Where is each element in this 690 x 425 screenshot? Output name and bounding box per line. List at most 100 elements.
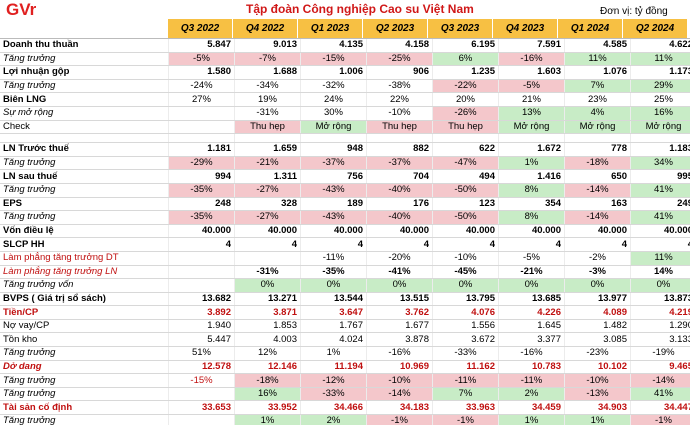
table-cell[interactable]: 1% — [300, 346, 367, 361]
table-cell[interactable]: -14% — [630, 373, 690, 388]
table-cell[interactable]: 650 — [564, 169, 631, 184]
table-cell[interactable]: 1.659 — [234, 142, 301, 157]
table-cell[interactable]: 1.076 — [564, 65, 631, 80]
table-cell[interactable]: -40% — [366, 210, 433, 225]
table-cell[interactable]: 1.482 — [564, 319, 631, 334]
table-cell[interactable]: 16% — [630, 106, 690, 121]
table-cell[interactable]: 19% — [234, 92, 301, 107]
table-cell[interactable]: 12.578 — [168, 360, 235, 375]
table-cell[interactable]: -10% — [564, 373, 631, 388]
table-cell[interactable]: -33% — [300, 387, 367, 402]
table-cell[interactable]: -14% — [564, 183, 631, 198]
table-cell[interactable]: 13.682 — [168, 292, 235, 307]
table-cell[interactable]: 4.219 — [630, 305, 690, 320]
table-cell[interactable]: 11.194 — [300, 360, 367, 375]
table-cell[interactable]: -7% — [234, 52, 301, 67]
table-cell[interactable]: 0% — [234, 278, 301, 293]
table-cell[interactable]: -29% — [168, 156, 235, 171]
table-cell[interactable]: 5.447 — [168, 332, 235, 348]
table-cell[interactable]: 12% — [234, 346, 301, 361]
table-cell[interactable]: 1.767 — [300, 319, 367, 334]
quarter-header-cell[interactable]: Q3 2023 — [428, 19, 493, 38]
row-label[interactable]: Tiền/CP — [0, 305, 169, 320]
table-cell[interactable] — [168, 387, 235, 402]
table-cell[interactable]: 25% — [630, 92, 690, 107]
table-cell[interactable] — [564, 133, 631, 144]
table-cell[interactable]: 6% — [432, 52, 499, 67]
table-cell[interactable]: Thu hẹp — [234, 120, 301, 135]
table-cell[interactable]: 248 — [168, 197, 235, 212]
table-cell[interactable]: 13% — [498, 106, 565, 121]
table-cell[interactable]: 40.000 — [498, 224, 565, 239]
row-label[interactable]: Doanh thu thuần — [0, 39, 169, 53]
table-cell[interactable]: 29% — [630, 79, 690, 94]
table-cell[interactable]: 4.226 — [498, 305, 565, 320]
quarter-header-cell[interactable]: Q4 2022 — [233, 19, 298, 38]
table-cell[interactable]: -1% — [432, 414, 499, 425]
table-cell[interactable]: Mở rộng — [498, 120, 565, 135]
table-cell[interactable]: 40.000 — [168, 224, 235, 239]
table-cell[interactable]: 40.000 — [300, 224, 367, 239]
table-cell[interactable]: 0% — [366, 278, 433, 293]
table-cell[interactable]: 704 — [366, 169, 433, 184]
table-cell[interactable]: -5% — [168, 52, 235, 67]
row-label[interactable]: LN Trước thuế — [0, 142, 169, 157]
table-cell[interactable]: 4 — [168, 237, 235, 252]
table-cell[interactable]: 1.556 — [432, 319, 499, 334]
table-cell[interactable]: 0% — [564, 278, 631, 293]
table-cell[interactable]: 13.795 — [432, 292, 499, 307]
table-cell[interactable]: 40.000 — [432, 224, 499, 239]
table-cell[interactable]: 8% — [498, 183, 565, 198]
table-cell[interactable]: 13.271 — [234, 292, 301, 307]
row-label[interactable]: Tăng trưởng — [0, 210, 169, 225]
table-cell[interactable]: 41% — [630, 210, 690, 225]
table-cell[interactable]: 995 — [630, 169, 690, 184]
table-cell[interactable]: -41% — [366, 265, 433, 280]
table-cell[interactable]: 13.873 — [630, 292, 690, 307]
row-label[interactable]: Làm phẳng tăng trưởng LN — [0, 265, 169, 280]
table-cell[interactable]: 33.952 — [234, 400, 301, 416]
table-cell[interactable]: 4.089 — [564, 305, 631, 320]
table-cell[interactable]: 1% — [498, 156, 565, 171]
quarter-header-cell[interactable]: Q1 2024 — [558, 19, 623, 38]
table-cell[interactable]: 30% — [300, 106, 367, 121]
table-cell[interactable]: -10% — [366, 106, 433, 121]
row-label[interactable]: Sự mở rộng — [0, 106, 169, 121]
table-cell[interactable]: 2% — [300, 414, 367, 425]
table-cell[interactable]: -21% — [498, 265, 565, 280]
table-cell[interactable]: -35% — [168, 183, 235, 198]
table-cell[interactable]: -10% — [432, 251, 499, 266]
table-cell[interactable]: 0% — [432, 278, 499, 293]
table-cell[interactable]: 1.235 — [432, 65, 499, 80]
table-cell[interactable]: -43% — [300, 210, 367, 225]
table-cell[interactable]: 34.466 — [300, 400, 367, 416]
table-cell[interactable]: -11% — [498, 373, 565, 388]
table-cell[interactable]: 40.000 — [234, 224, 301, 239]
table-cell[interactable]: 882 — [366, 142, 433, 157]
table-cell[interactable]: 4 — [300, 237, 367, 252]
table-cell[interactable]: 2% — [498, 387, 565, 402]
table-cell[interactable]: -11% — [432, 373, 499, 388]
quarter-header-cell[interactable]: Q1 2023 — [298, 19, 363, 38]
table-cell[interactable]: 34.183 — [366, 400, 433, 416]
table-cell[interactable]: 3.892 — [168, 305, 235, 320]
quarter-header-cell[interactable]: Q2 2023 — [363, 19, 428, 38]
row-label[interactable]: Tăng trưởng — [0, 346, 169, 361]
table-cell[interactable]: 13.977 — [564, 292, 631, 307]
table-cell[interactable]: 1% — [498, 414, 565, 425]
table-cell[interactable]: -18% — [564, 156, 631, 171]
table-cell[interactable]: 123 — [432, 197, 499, 212]
table-cell[interactable] — [168, 251, 235, 266]
table-cell[interactable]: 1.940 — [168, 319, 235, 334]
table-cell[interactable]: 41% — [630, 387, 690, 402]
table-cell[interactable] — [366, 133, 433, 144]
table-cell[interactable]: 4 — [564, 237, 631, 252]
table-cell[interactable] — [630, 133, 690, 144]
table-cell[interactable]: 1.181 — [168, 142, 235, 157]
table-cell[interactable]: -5% — [498, 79, 565, 94]
quarter-header-cell[interactable]: Q2 2024 — [623, 19, 688, 38]
table-cell[interactable] — [168, 414, 235, 425]
table-cell[interactable]: 0% — [630, 278, 690, 293]
table-cell[interactable]: -20% — [366, 251, 433, 266]
table-cell[interactable]: Thu hẹp — [432, 120, 499, 135]
